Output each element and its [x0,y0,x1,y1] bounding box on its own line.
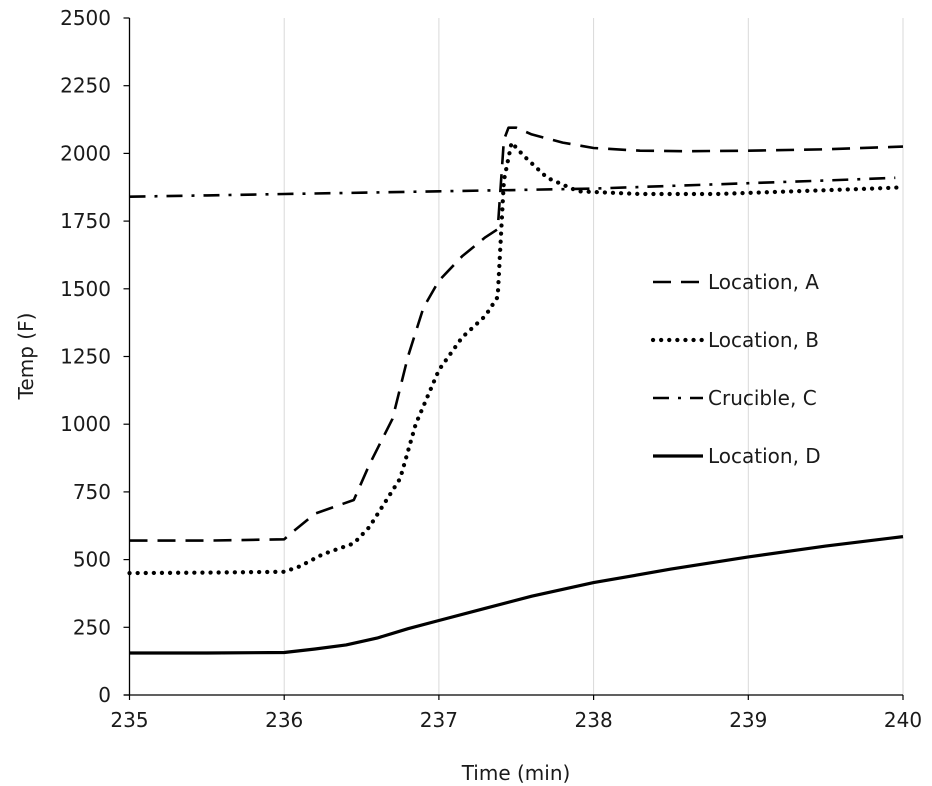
x-tick-label: 237 [420,708,458,732]
series-line-location-d [129,535,904,655]
y-tick-label: 500 [73,548,111,572]
legend-label-crucible-c: Crucible, C [708,386,817,410]
x-tick-label: 236 [265,708,303,732]
y-tick-label: 2500 [60,6,111,30]
y-tick-labels: 0 250 500 750 1000 1250 1500 1750 2000 2250 2500 [60,6,130,707]
legend: Location, A Location, B Crucible, C Locatio… [650,270,821,468]
y-tick-label: 1750 [60,209,111,233]
x-tick-label: 238 [575,708,613,732]
y-tick-label: 1500 [60,277,111,301]
y-axis-title: Temp (F) [14,313,38,401]
x-tick-label: 240 [884,708,922,732]
x-tick-labels: 235 236 237 238 239 240 [110,695,922,732]
axes [124,18,903,696]
y-tick-label: 2250 [60,74,111,98]
legend-label-location-a: Location, A [708,270,819,294]
series-line-crucible-c [129,176,896,198]
y-tick-label: 1250 [60,345,111,369]
y-tick-label: 250 [73,615,111,639]
legend-label-location-b: Location, B [708,328,819,352]
y-tick-label: 750 [73,480,111,504]
series-lines [127,126,906,655]
y-tick-label: 1000 [60,412,111,436]
legend-label-location-d: Location, D [708,444,821,468]
series-line-location-a [129,126,904,542]
x-tick-label: 235 [110,708,148,732]
y-tick-label: 0 [98,683,111,707]
x-axis-title: Time (min) [461,761,571,785]
y-tick-label: 2000 [60,141,111,165]
x-tick-label: 239 [729,708,767,732]
series-line-location-b [127,140,906,576]
gridlines [283,18,904,695]
